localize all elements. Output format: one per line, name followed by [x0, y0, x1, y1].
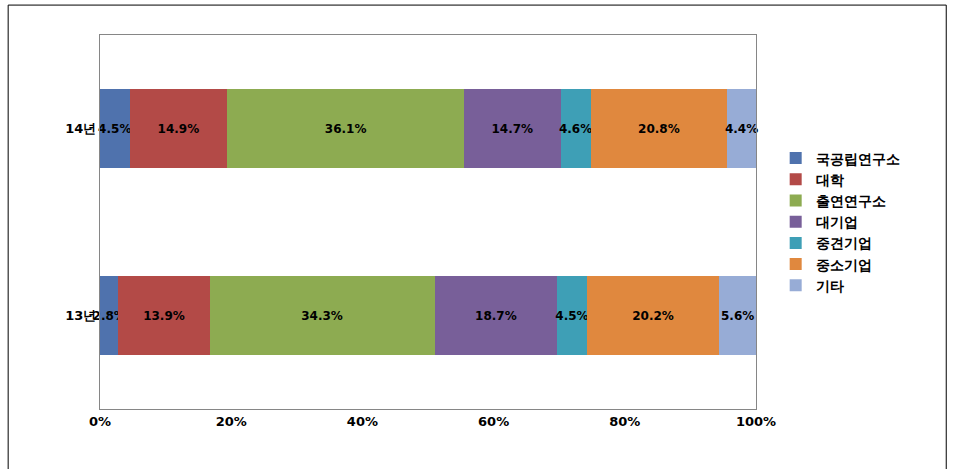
svg-text:34.3%: 34.3% — [301, 309, 343, 323]
svg-text:대학: 대학 — [816, 172, 844, 188]
svg-text:14년: 14년 — [65, 121, 96, 136]
svg-text:14.7%: 14.7% — [491, 122, 533, 136]
svg-text:4.5%: 4.5% — [98, 122, 131, 136]
svg-text:100%: 100% — [736, 414, 776, 429]
svg-text:20%: 20% — [216, 414, 247, 429]
svg-text:2.8%: 2.8% — [93, 309, 126, 323]
svg-text:4.6%: 4.6% — [559, 122, 592, 136]
svg-text:출연연구소: 출연연구소 — [816, 193, 886, 209]
svg-text:기타: 기타 — [816, 278, 844, 294]
svg-text:60%: 60% — [478, 414, 509, 429]
svg-text:40%: 40% — [347, 414, 378, 429]
svg-text:13년: 13년 — [65, 308, 96, 323]
svg-text:4.5%: 4.5% — [555, 309, 588, 323]
svg-text:국공립연구소: 국공립연구소 — [816, 151, 900, 167]
svg-text:중견기업: 중견기업 — [816, 235, 872, 251]
svg-text:4.4%: 4.4% — [725, 122, 758, 136]
svg-text:80%: 80% — [609, 414, 640, 429]
svg-text:18.7%: 18.7% — [475, 309, 517, 323]
svg-text:0%: 0% — [89, 414, 111, 429]
svg-text:14.9%: 14.9% — [158, 122, 200, 136]
svg-text:20.8%: 20.8% — [638, 122, 680, 136]
svg-text:36.1%: 36.1% — [325, 122, 367, 136]
svg-text:20.2%: 20.2% — [632, 309, 674, 323]
svg-text:5.6%: 5.6% — [721, 309, 754, 323]
svg-text:13.9%: 13.9% — [143, 309, 185, 323]
svg-text:대기업: 대기업 — [816, 214, 858, 230]
svg-text:중소기업: 중소기업 — [816, 257, 872, 273]
